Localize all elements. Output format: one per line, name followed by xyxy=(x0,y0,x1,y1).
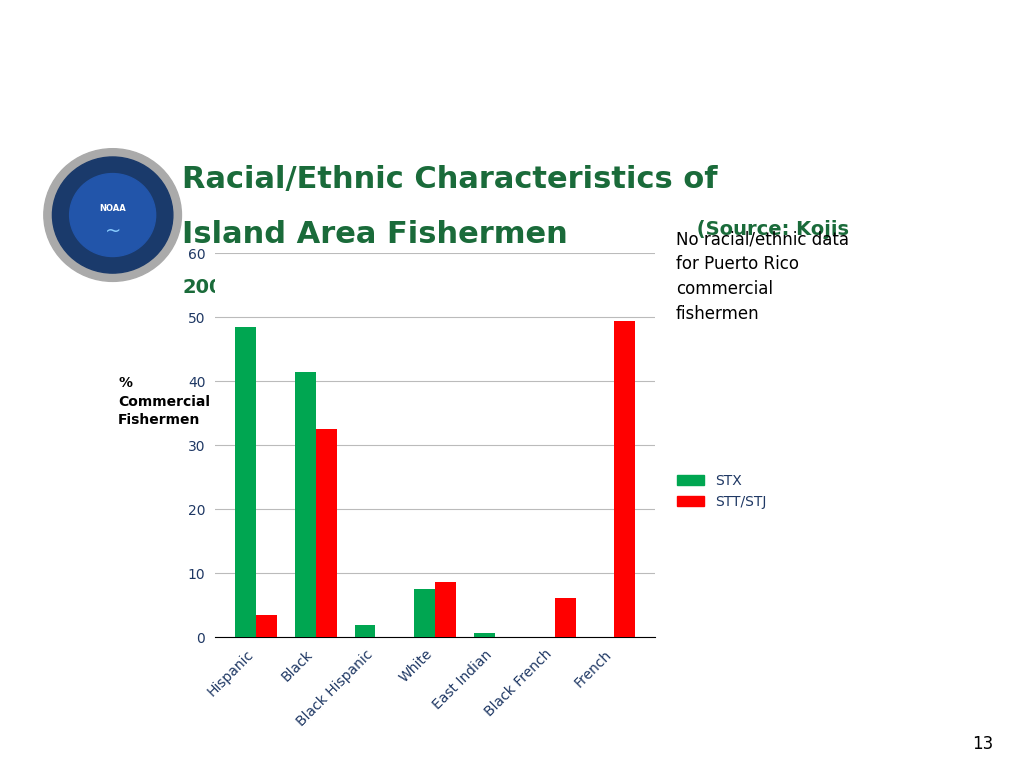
Ellipse shape xyxy=(174,17,1024,321)
Bar xyxy=(614,321,635,637)
Bar xyxy=(236,327,256,637)
Bar xyxy=(354,624,376,637)
Bar xyxy=(415,590,435,637)
Circle shape xyxy=(70,174,156,257)
Text: Racial/Ethnic Characteristics of: Racial/Ethnic Characteristics of xyxy=(182,164,718,194)
Ellipse shape xyxy=(410,84,1024,456)
Bar xyxy=(435,582,456,637)
Text: 2004): 2004) xyxy=(182,278,246,297)
Text: 13: 13 xyxy=(972,735,993,753)
Bar xyxy=(474,633,495,637)
Text: Island Area Fishermen: Island Area Fishermen xyxy=(182,220,568,249)
Circle shape xyxy=(52,157,173,273)
Bar xyxy=(256,615,276,637)
Bar xyxy=(315,429,337,637)
Legend: STX, STT/STJ: STX, STT/STJ xyxy=(671,468,772,515)
Circle shape xyxy=(44,149,181,281)
Text: No racial/ethnic data
for Puerto Rico
commercial
fishermen: No racial/ethnic data for Puerto Rico co… xyxy=(676,230,849,323)
Bar xyxy=(295,372,315,637)
Text: (Source: Kojis: (Source: Kojis xyxy=(690,220,850,239)
Text: NOAA
FISHERIES
SERVICE: NOAA FISHERIES SERVICE xyxy=(61,20,166,88)
Text: %
Commercial
Fishermen: % Commercial Fishermen xyxy=(118,376,210,427)
Bar xyxy=(555,598,575,637)
Text: NOAA: NOAA xyxy=(99,204,126,213)
Text: ~: ~ xyxy=(104,222,121,241)
